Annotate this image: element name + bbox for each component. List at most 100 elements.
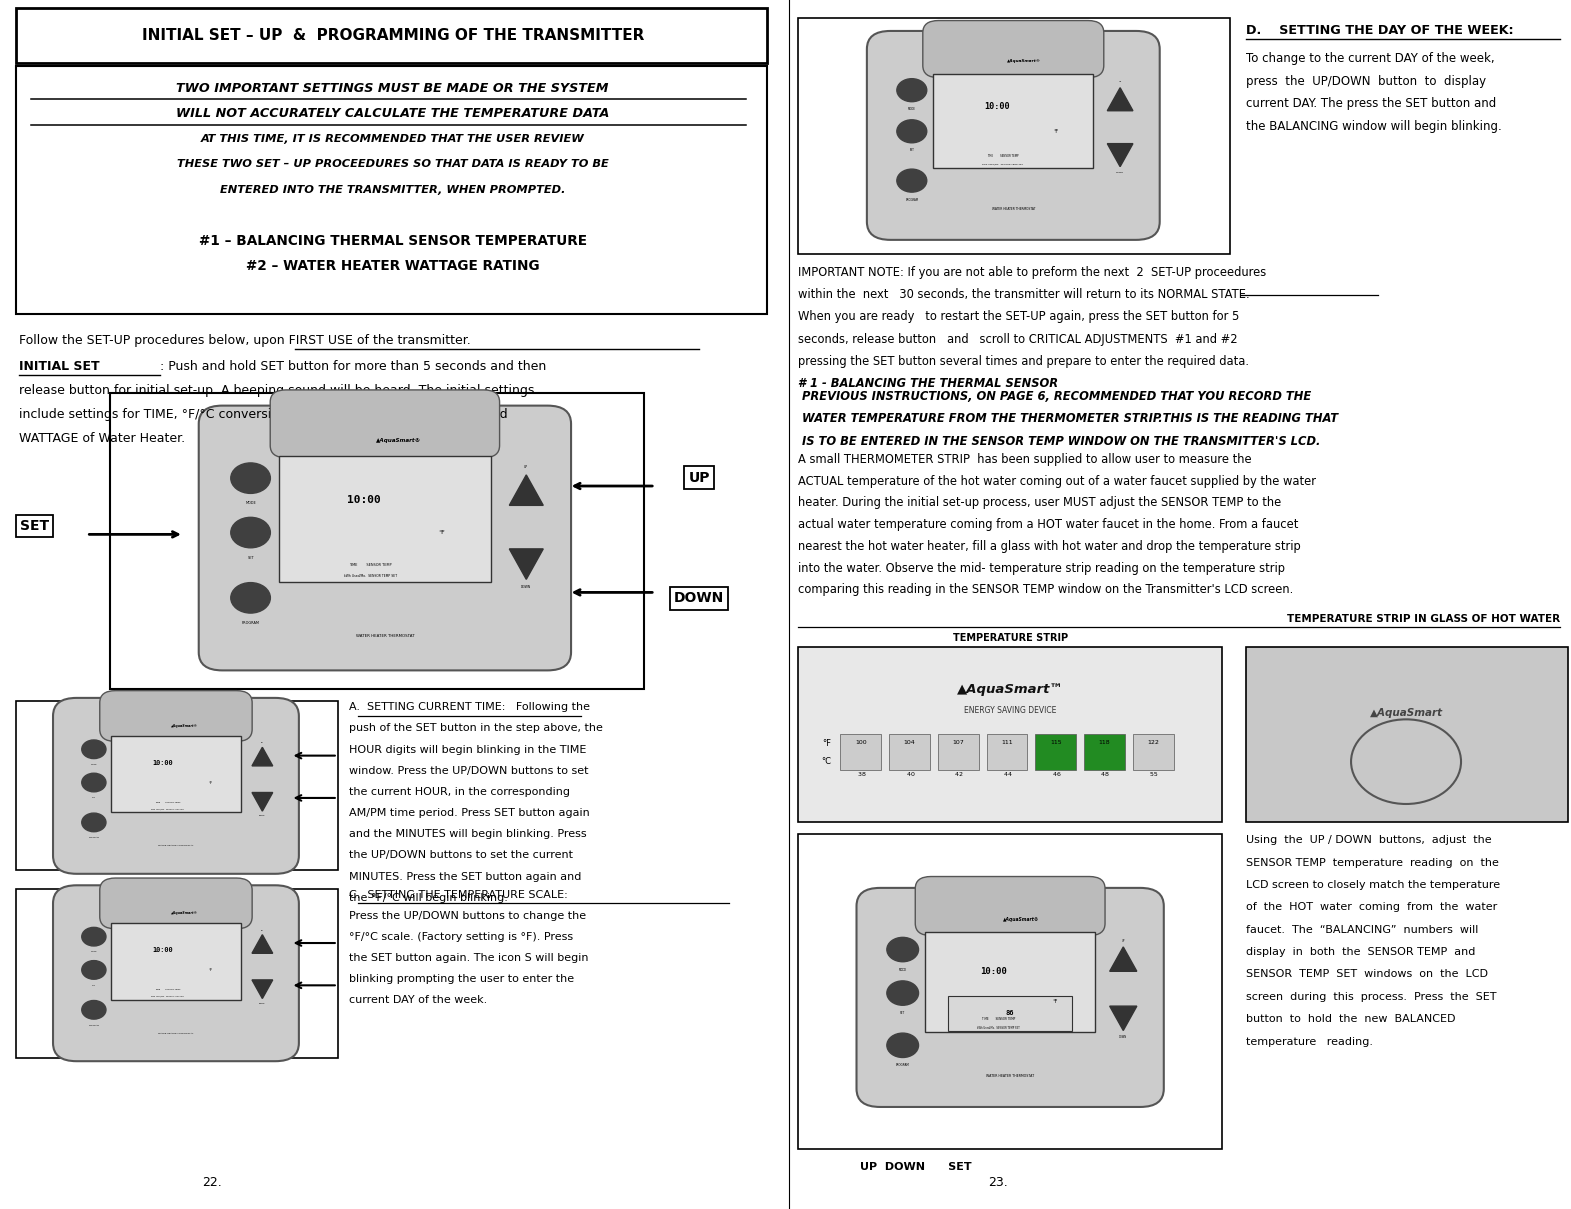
- Text: INITIAL SET – UP  &  PROGRAMMING OF THE TRANSMITTER: INITIAL SET – UP & PROGRAMMING OF THE TR…: [141, 28, 644, 44]
- Text: WATER HEATER THERMOSTAT: WATER HEATER THERMOSTAT: [159, 845, 193, 846]
- Bar: [933, 74, 1093, 168]
- Text: WATER HEATER THERMOSTAT: WATER HEATER THERMOSTAT: [987, 1074, 1034, 1077]
- Text: SET: SET: [900, 1011, 905, 1016]
- Polygon shape: [1108, 144, 1133, 167]
- Circle shape: [231, 463, 270, 493]
- Text: 115: 115: [1049, 740, 1062, 745]
- Text: : Push and hold SET button for more than 5 seconds and then: : Push and hold SET button for more than…: [160, 360, 547, 372]
- Text: TIME        SENSOR TEMP: TIME SENSOR TEMP: [982, 1017, 1015, 1022]
- Text: °F: °F: [438, 530, 445, 536]
- Text: A small THERMOMETER STRIP  has been supplied to allow user to measure the: A small THERMOMETER STRIP has been suppl…: [798, 453, 1252, 465]
- Text: IMPORTANT NOTE: If you are not able to preform the next  2  SET-UP proceedures: IMPORTANT NOTE: If you are not able to p…: [798, 266, 1266, 278]
- Text: UP: UP: [688, 470, 710, 485]
- Text: 100: 100: [855, 740, 867, 745]
- Text: DOWN: DOWN: [1119, 1035, 1128, 1039]
- Text: faucet.  The  “BALANCING”  numbers  will: faucet. The “BALANCING” numbers will: [1246, 925, 1478, 935]
- Text: window. Press the UP/DOWN buttons to set: window. Press the UP/DOWN buttons to set: [349, 765, 588, 776]
- Text: UP  DOWN      SET: UP DOWN SET: [859, 1162, 972, 1172]
- Text: °F/°C scale. (Factory setting is °F). Press: °F/°C scale. (Factory setting is °F). Pr…: [349, 932, 573, 942]
- Text: SENSOR  TEMP  SET  windows  on  the  LCD: SENSOR TEMP SET windows on the LCD: [1246, 970, 1488, 979]
- Text: 111: 111: [1001, 740, 1013, 745]
- Bar: [1035, 734, 1076, 770]
- Bar: [1133, 734, 1174, 770]
- Text: the UP/DOWN buttons to set the current: the UP/DOWN buttons to set the current: [349, 850, 573, 861]
- FancyBboxPatch shape: [53, 885, 298, 1062]
- Text: into the water. Observe the mid- temperature strip reading on the temperature st: into the water. Observe the mid- tempera…: [798, 562, 1285, 574]
- Text: the BALANCING window will begin blinking.: the BALANCING window will begin blinking…: [1246, 121, 1502, 133]
- Text: HOUR digits will begin blinking in the TIME: HOUR digits will begin blinking in the T…: [349, 745, 586, 754]
- Circle shape: [897, 120, 927, 143]
- Text: the current HOUR, in the corresponding: the current HOUR, in the corresponding: [349, 787, 570, 797]
- Text: 10:00: 10:00: [152, 759, 173, 765]
- Text: ▲AquaSmart: ▲AquaSmart: [1370, 708, 1442, 718]
- Polygon shape: [509, 475, 544, 505]
- Polygon shape: [251, 935, 273, 953]
- Bar: [925, 932, 1095, 1032]
- Circle shape: [82, 814, 105, 832]
- Bar: [987, 734, 1027, 770]
- Text: 55: 55: [1148, 773, 1158, 777]
- Polygon shape: [1109, 947, 1137, 971]
- Text: TIME        SENSOR TEMP: TIME SENSOR TEMP: [349, 563, 393, 567]
- Text: 40: 40: [905, 773, 914, 777]
- Text: IS TO BE ENTERED IN THE SENSOR TEMP WINDOW ON THE TRANSMITTER'S LCD.: IS TO BE ENTERED IN THE SENSOR TEMP WIND…: [798, 435, 1321, 447]
- Text: WATER HEATER THERMOSTAT: WATER HEATER THERMOSTAT: [991, 208, 1035, 212]
- Text: ▲AquaSmart®: ▲AquaSmart®: [171, 912, 198, 915]
- Text: temperature   reading.: temperature reading.: [1246, 1036, 1373, 1047]
- Text: ▲AquaSmart®: ▲AquaSmart®: [1004, 916, 1040, 921]
- Text: SET: SET: [247, 556, 255, 560]
- Text: 10:00: 10:00: [152, 947, 173, 953]
- Text: °C: °C: [822, 757, 831, 767]
- Text: kWh Used/Mo.  SENSOR TEMP SET: kWh Used/Mo. SENSOR TEMP SET: [344, 574, 397, 578]
- Polygon shape: [251, 747, 273, 767]
- Polygon shape: [251, 793, 273, 811]
- Text: push of the SET button in the step above, the: push of the SET button in the step above…: [349, 723, 603, 734]
- Text: pressing the SET button several times and prepare to enter the required data.: pressing the SET button several times an…: [798, 355, 1249, 368]
- Text: ENERGY SAVING DEVICE: ENERGY SAVING DEVICE: [965, 706, 1056, 716]
- Text: INITIAL SET: INITIAL SET: [19, 360, 99, 372]
- Text: blinking prompting the user to enter the: blinking prompting the user to enter the: [349, 974, 573, 984]
- Circle shape: [82, 961, 105, 979]
- Circle shape: [897, 79, 927, 102]
- Text: PROGRAM: PROGRAM: [242, 621, 259, 625]
- FancyBboxPatch shape: [856, 887, 1164, 1107]
- Text: of  the  HOT  water  coming  from  the  water: of the HOT water coming from the water: [1246, 902, 1497, 913]
- Text: display  in  both  the  SENSOR TEMP  and: display in both the SENSOR TEMP and: [1246, 947, 1475, 958]
- FancyBboxPatch shape: [99, 690, 253, 741]
- Text: ▲AquaSmart®: ▲AquaSmart®: [377, 438, 421, 442]
- Text: DOWN: DOWN: [674, 591, 724, 606]
- Bar: [112, 924, 240, 1000]
- Text: PROGRAM: PROGRAM: [895, 1064, 910, 1068]
- Circle shape: [888, 1034, 919, 1058]
- Text: the SET button again. The icon S will begin: the SET button again. The icon S will be…: [349, 953, 588, 964]
- Text: To change to the current DAY of the week,: To change to the current DAY of the week…: [1246, 52, 1494, 64]
- Bar: [798, 18, 1230, 254]
- Text: 86: 86: [1005, 1010, 1015, 1016]
- Text: °F: °F: [822, 739, 831, 748]
- Text: MODE: MODE: [899, 967, 906, 972]
- FancyBboxPatch shape: [270, 389, 500, 457]
- Text: °F: °F: [209, 968, 212, 972]
- Text: When you are ready   to restart the SET-UP again, press the SET button for 5: When you are ready to restart the SET-UP…: [798, 311, 1240, 323]
- Text: MODE: MODE: [908, 108, 916, 111]
- Text: THESE TWO SET – UP PROCEEDURES SO THAT DATA IS READY TO BE: THESE TWO SET – UP PROCEEDURES SO THAT D…: [178, 160, 608, 169]
- FancyBboxPatch shape: [198, 406, 572, 670]
- Text: TWO IMPORTANT SETTINGS MUST BE MADE OR THE SYSTEM: TWO IMPORTANT SETTINGS MUST BE MADE OR T…: [176, 82, 610, 94]
- Text: TIME        SENSOR TEMP: TIME SENSOR TEMP: [987, 154, 1018, 158]
- Circle shape: [82, 927, 105, 945]
- FancyBboxPatch shape: [99, 878, 253, 929]
- FancyBboxPatch shape: [53, 698, 298, 874]
- Polygon shape: [509, 549, 544, 579]
- Text: °F: °F: [209, 781, 212, 785]
- Circle shape: [82, 774, 105, 792]
- Text: DOWN: DOWN: [522, 585, 531, 589]
- Text: comparing this reading in the SENSOR TEMP window on the Transmitter's LCD screen: comparing this reading in the SENSOR TEM…: [798, 584, 1293, 596]
- Bar: [278, 456, 490, 582]
- Text: and the MINUTES will begin blinking. Press: and the MINUTES will begin blinking. Pre…: [349, 829, 586, 839]
- Text: ▲AquaSmart®: ▲AquaSmart®: [171, 724, 198, 728]
- Text: current DAY. The press the SET button and: current DAY. The press the SET button an…: [1246, 98, 1496, 110]
- Bar: [16, 8, 767, 63]
- Text: include settings for TIME, °F/°C conversion, DAY of the Week, BALANCING and: include settings for TIME, °F/°C convers…: [19, 409, 507, 421]
- Polygon shape: [251, 979, 273, 999]
- Bar: [112, 736, 240, 812]
